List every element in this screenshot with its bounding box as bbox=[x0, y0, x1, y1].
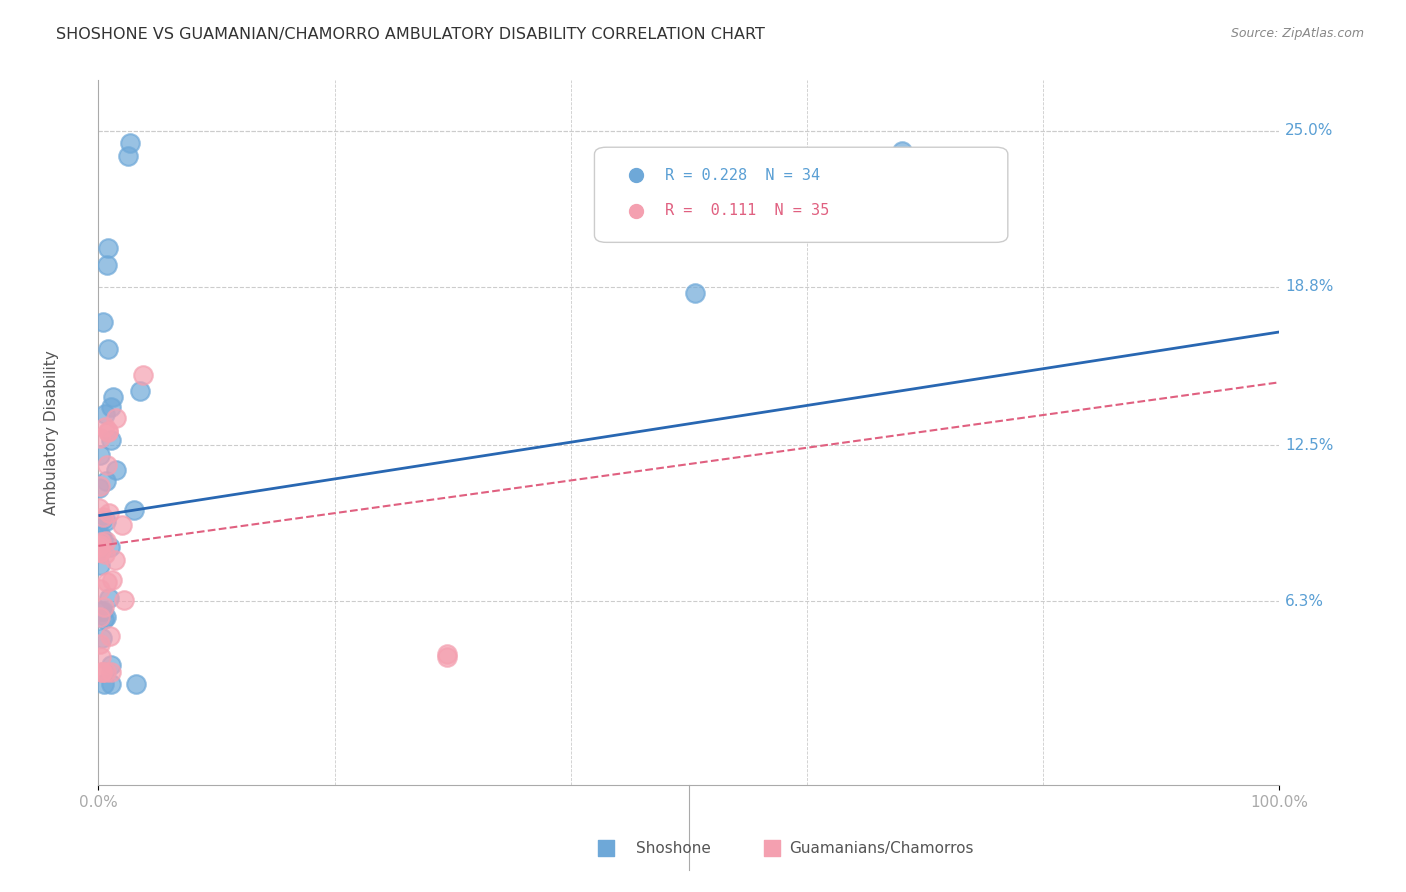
Point bbox=[91, 631, 114, 645]
Point bbox=[90, 529, 112, 543]
Point bbox=[87, 540, 110, 554]
Point bbox=[96, 574, 118, 589]
Text: R =  0.111  N = 35: R = 0.111 N = 35 bbox=[665, 203, 830, 219]
Text: 25.0%: 25.0% bbox=[1285, 123, 1334, 138]
Point bbox=[98, 629, 121, 643]
Point bbox=[132, 368, 155, 382]
Point bbox=[89, 582, 111, 597]
Point bbox=[97, 343, 120, 357]
Point bbox=[97, 425, 120, 439]
Text: Guamanians/Chamorros: Guamanians/Chamorros bbox=[789, 841, 974, 856]
Point bbox=[89, 558, 111, 572]
Text: R = 0.228  N = 34: R = 0.228 N = 34 bbox=[665, 168, 821, 183]
FancyBboxPatch shape bbox=[595, 147, 1008, 243]
Point bbox=[436, 650, 458, 665]
Point bbox=[90, 650, 112, 665]
Point bbox=[91, 512, 114, 526]
Text: Source: ZipAtlas.com: Source: ZipAtlas.com bbox=[1230, 27, 1364, 40]
Point bbox=[125, 677, 148, 691]
Point bbox=[94, 665, 117, 679]
Point bbox=[100, 657, 122, 672]
Point bbox=[93, 600, 115, 615]
Point bbox=[100, 665, 122, 679]
Text: 12.5%: 12.5% bbox=[1285, 438, 1334, 453]
Point bbox=[117, 149, 139, 163]
Text: 18.8%: 18.8% bbox=[1285, 279, 1334, 294]
Point bbox=[90, 535, 112, 549]
Point bbox=[91, 315, 114, 329]
Point bbox=[890, 144, 912, 158]
Text: Shoshone: Shoshone bbox=[636, 841, 710, 856]
Point bbox=[98, 506, 121, 520]
Point bbox=[105, 463, 128, 477]
Point bbox=[94, 547, 117, 561]
Point bbox=[100, 433, 122, 447]
Point bbox=[111, 518, 134, 533]
Point bbox=[122, 503, 145, 517]
Point bbox=[91, 510, 114, 524]
Point bbox=[89, 431, 111, 445]
Point bbox=[96, 458, 118, 473]
Point bbox=[101, 573, 124, 587]
Point bbox=[94, 609, 117, 624]
Point bbox=[89, 544, 111, 558]
Point bbox=[128, 384, 150, 398]
Point bbox=[105, 411, 128, 425]
Point bbox=[91, 665, 114, 679]
Point bbox=[100, 677, 122, 691]
Point bbox=[94, 474, 117, 488]
Point bbox=[89, 501, 111, 516]
Point bbox=[89, 545, 111, 559]
Point bbox=[93, 408, 115, 422]
Point bbox=[93, 677, 115, 691]
Point bbox=[89, 479, 111, 493]
Point bbox=[100, 401, 122, 415]
Point bbox=[87, 482, 110, 496]
Point bbox=[100, 540, 122, 554]
Point bbox=[112, 593, 135, 607]
Point bbox=[97, 241, 120, 255]
Point bbox=[101, 390, 124, 404]
Text: Ambulatory Disability: Ambulatory Disability bbox=[44, 351, 59, 515]
Point bbox=[89, 636, 111, 650]
Point bbox=[89, 610, 111, 624]
Text: 6.3%: 6.3% bbox=[1285, 594, 1324, 608]
Point bbox=[96, 258, 118, 272]
Text: SHOSHONE VS GUAMANIAN/CHAMORRO AMBULATORY DISABILITY CORRELATION CHART: SHOSHONE VS GUAMANIAN/CHAMORRO AMBULATOR… bbox=[56, 27, 765, 42]
Point bbox=[94, 533, 117, 548]
Point bbox=[90, 603, 112, 617]
Point bbox=[91, 533, 114, 547]
Point bbox=[91, 604, 114, 618]
Point bbox=[98, 591, 121, 605]
Point bbox=[103, 552, 125, 566]
Point bbox=[89, 448, 111, 462]
Point bbox=[683, 285, 706, 300]
Point bbox=[93, 612, 115, 626]
Point bbox=[94, 420, 117, 434]
Point bbox=[97, 425, 120, 439]
Point bbox=[436, 647, 458, 661]
Point bbox=[91, 665, 114, 679]
Point bbox=[94, 514, 117, 528]
Point bbox=[89, 538, 111, 552]
Point bbox=[120, 136, 142, 151]
